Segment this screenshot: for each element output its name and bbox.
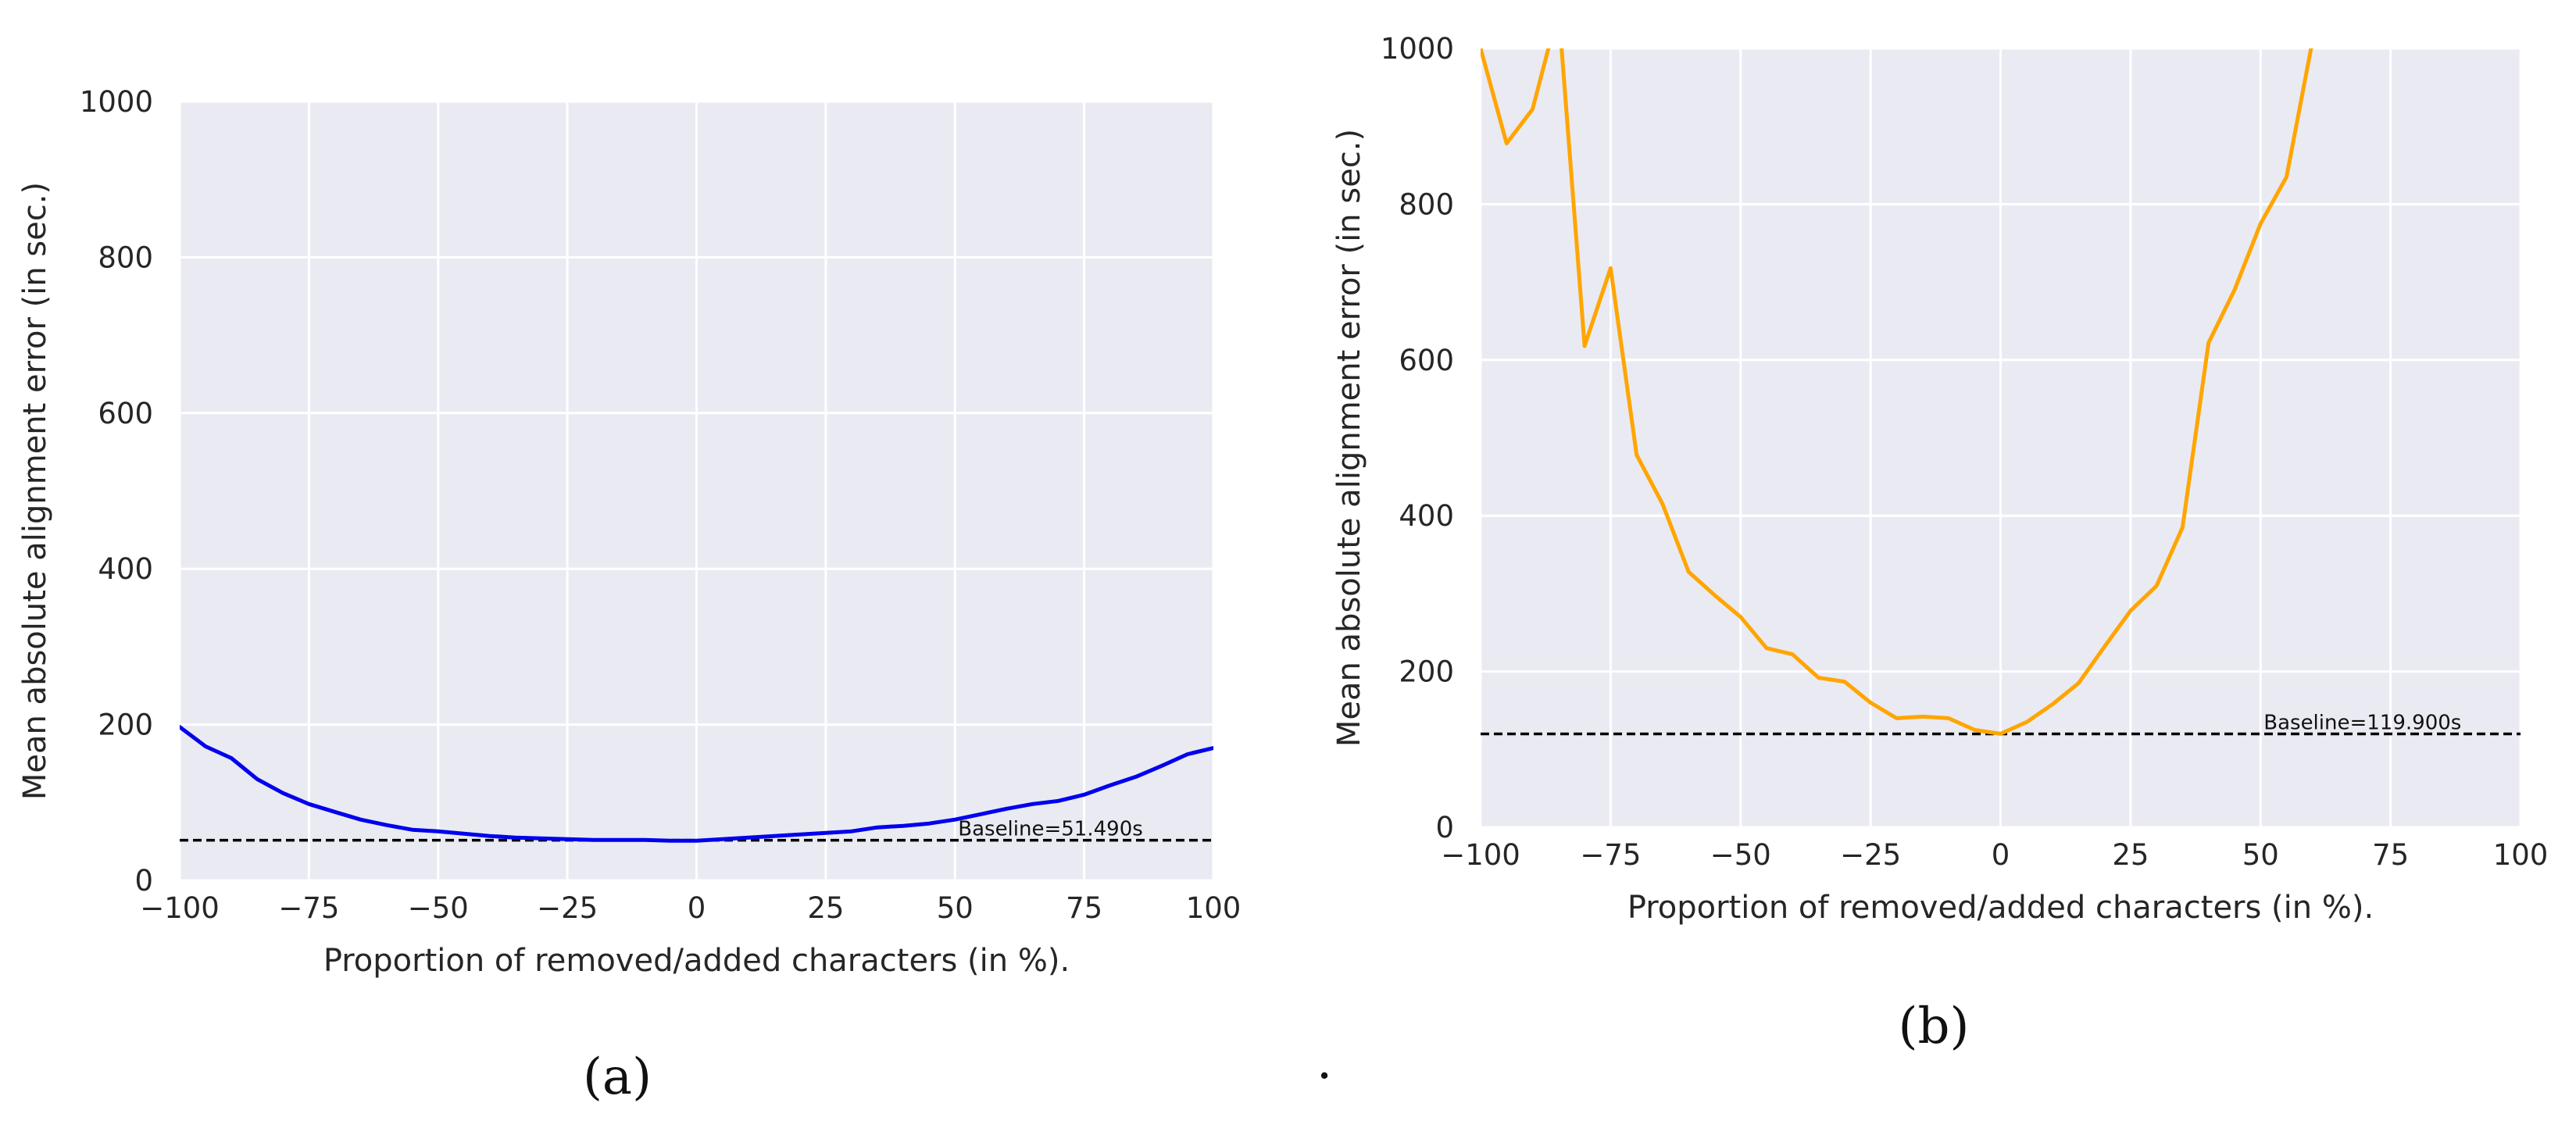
y-tick-labels-a: 0 200 400 600 800 1000 xyxy=(80,85,153,898)
y-tick-label: 600 xyxy=(98,397,153,430)
x-tick-label: −50 xyxy=(408,891,469,925)
y-axis-label-a: Mean absolute alignment error (in sec.) xyxy=(17,182,53,800)
x-tick-label: −75 xyxy=(278,891,339,925)
x-tick-label: −25 xyxy=(537,891,598,925)
y-tick-labels-b: 0 200 400 600 800 1000 xyxy=(1381,32,1454,844)
x-tick-label: 25 xyxy=(807,891,844,925)
y-tick-label: 1000 xyxy=(1381,32,1454,66)
baseline-label-b: Baseline=119.900s xyxy=(2263,711,2461,734)
x-tick-label: −50 xyxy=(1710,838,1771,872)
y-axis-label-b: Mean absolute alignment error (in sec.) xyxy=(1331,129,1367,747)
x-tick-label: 0 xyxy=(688,891,706,925)
chart-panel-a: −100 −75 −50 −25 0 25 50 75 100 0 200 400 600 800 100… xyxy=(17,85,1241,1106)
y-tick-label: 400 xyxy=(98,552,153,586)
chart-panel-b: −100 −75 −50 −25 0 25 50 75 100 0 200 400 600 800 100… xyxy=(1331,32,2548,1055)
panel-label-a: (a) xyxy=(583,1048,652,1106)
y-tick-label: 800 xyxy=(1399,187,1454,221)
grid-b xyxy=(1479,47,2522,829)
x-tick-labels-a: −100 −75 −50 −25 0 25 50 75 100 xyxy=(140,891,1241,925)
y-tick-label: 1000 xyxy=(80,85,153,119)
panel-label-b: (b) xyxy=(1899,998,1970,1055)
y-tick-label: 800 xyxy=(98,241,153,274)
x-tick-labels-b: −100 −75 −50 −25 0 25 50 75 100 xyxy=(1441,838,2548,872)
baseline-label-a: Baseline=51.490s xyxy=(958,818,1143,841)
series-line-b xyxy=(1481,48,2313,736)
y-tick-label: 0 xyxy=(1435,811,1454,844)
x-tick-label: −100 xyxy=(140,891,220,925)
x-tick-label: −75 xyxy=(1580,838,1641,872)
y-tick-label: 600 xyxy=(1399,344,1454,377)
x-tick-label: 25 xyxy=(2112,838,2149,872)
x-tick-label: 50 xyxy=(2242,838,2279,872)
x-tick-label: 50 xyxy=(937,891,974,925)
x-tick-label: 75 xyxy=(2372,838,2409,872)
x-tick-label: 100 xyxy=(1186,891,1242,925)
x-tick-label: 0 xyxy=(1992,838,2010,872)
x-tick-label: −25 xyxy=(1840,838,1901,872)
x-axis-label-a: Proportion of removed/added characters (… xyxy=(323,943,1070,979)
x-tick-label: −100 xyxy=(1441,838,1520,872)
y-tick-label: 400 xyxy=(1399,499,1454,533)
x-axis-label-b: Proportion of removed/added characters (… xyxy=(1627,890,2374,926)
y-tick-label: 200 xyxy=(98,709,153,742)
y-tick-label: 0 xyxy=(134,864,153,898)
y-tick-label: 200 xyxy=(1399,655,1454,689)
x-tick-label: 75 xyxy=(1066,891,1102,925)
separator-dot: . xyxy=(1317,1033,1332,1091)
grid-a xyxy=(178,100,1215,882)
series-line-a xyxy=(180,725,1213,843)
x-tick-label: 100 xyxy=(2493,838,2549,872)
